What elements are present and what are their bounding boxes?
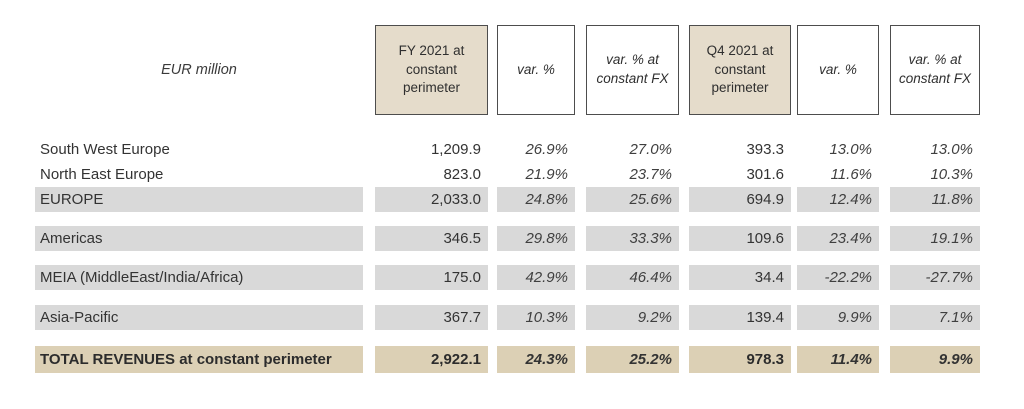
cell-fy-var-pct-fx: 25.2% [586, 346, 679, 373]
cell-q4-var-pct-fx: 13.0% [930, 141, 973, 158]
cell-fy-revenue: 175.0 [375, 265, 488, 290]
row-label: Americas [35, 226, 363, 251]
cell-q4-var-pct: 13.0% [829, 141, 872, 158]
cell-fy-var-pct: 42.9% [497, 265, 575, 290]
cell-fy-var-pct-fx: 46.4% [586, 265, 679, 290]
cell-q4-var-pct-fx: 7.1% [890, 305, 980, 330]
cell-q4-var-pct: 11.6% [830, 166, 872, 183]
cell-fy-revenue: 367.7 [375, 305, 488, 330]
table-row-total-revenues: TOTAL REVENUES at constant perimeter 2,9… [35, 346, 1024, 373]
column-header-q4-2021-constant-perimeter: Q4 2021 at constant perimeter [689, 25, 791, 115]
cell-fy-revenue: 823.0 [443, 166, 481, 183]
row-label: EUROPE [35, 187, 363, 212]
cell-fy-var-pct: 29.8% [497, 226, 575, 251]
table-row-europe-subtotal: EUROPE 2,033.0 24.8% 25.6% 694.9 12.4% 1… [35, 187, 1024, 212]
cell-q4-var-pct-fx: 10.3% [930, 166, 973, 183]
column-header-fy-2021-constant-perimeter: FY 2021 at constant perimeter [375, 25, 488, 115]
cell-q4-revenue: 34.4 [689, 265, 791, 290]
cell-q4-var-pct-fx: -27.7% [890, 265, 980, 290]
cell-q4-var-pct-fx: 19.1% [890, 226, 980, 251]
cell-fy-var-pct: 26.9% [525, 141, 568, 158]
cell-fy-var-pct-fx: 25.6% [586, 187, 679, 212]
cell-q4-var-pct: 11.4% [797, 346, 879, 373]
cell-fy-var-pct: 24.8% [497, 187, 575, 212]
cell-fy-revenue: 346.5 [375, 226, 488, 251]
cell-q4-var-pct: -22.2% [797, 265, 879, 290]
cell-fy-revenue: 1,209.9 [430, 141, 481, 158]
table-header-row: EUR million FY 2021 at constant perimete… [35, 25, 1024, 115]
cell-fy-revenue: 2,033.0 [375, 187, 488, 212]
table-row-south-west-europe: South West Europe 1,209.9 26.9% 27.0% 39… [35, 137, 1024, 162]
cell-fy-var-pct: 24.3% [497, 346, 575, 373]
cell-q4-revenue: 393.3 [746, 141, 784, 158]
cell-fy-var-pct: 21.9% [525, 166, 568, 183]
cell-q4-revenue: 301.6 [746, 166, 784, 183]
column-header-fy-var-pct-constant-fx: var. % at constant FX [586, 25, 679, 115]
column-header-fy-var-pct: var. % [497, 25, 575, 115]
table-row-americas: Americas 346.5 29.8% 33.3% 109.6 23.4% 1… [35, 226, 1024, 251]
cell-fy-var-pct: 10.3% [497, 305, 575, 330]
row-label: Asia-Pacific [35, 305, 363, 330]
cell-q4-revenue: 109.6 [689, 226, 791, 251]
cell-q4-revenue: 978.3 [689, 346, 791, 373]
cell-fy-revenue: 2,922.1 [375, 346, 488, 373]
row-label: TOTAL REVENUES at constant perimeter [35, 346, 363, 373]
cell-fy-var-pct-fx: 33.3% [586, 226, 679, 251]
table-row-meia: MEIA (MiddleEast/India/Africa) 175.0 42.… [35, 265, 1024, 290]
unit-label: EUR million [161, 62, 237, 78]
cell-fy-var-pct-fx: 27.0% [629, 141, 672, 158]
cell-q4-var-pct: 23.4% [797, 226, 879, 251]
cell-fy-var-pct-fx: 23.7% [629, 166, 672, 183]
column-header-q4-var-pct-constant-fx: var. % at constant FX [890, 25, 980, 115]
cell-q4-var-pct-fx: 9.9% [890, 346, 980, 373]
cell-q4-var-pct-fx: 11.8% [890, 187, 980, 212]
row-label: MEIA (MiddleEast/India/Africa) [35, 265, 363, 290]
row-label: South West Europe [40, 141, 170, 158]
cell-q4-revenue: 139.4 [689, 305, 791, 330]
row-label: North East Europe [40, 166, 164, 183]
table-row-asia-pacific: Asia-Pacific 367.7 10.3% 9.2% 139.4 9.9%… [35, 305, 1024, 330]
column-header-q4-var-pct: var. % [797, 25, 879, 115]
table-row-north-east-europe: North East Europe 823.0 21.9% 23.7% 301.… [35, 162, 1024, 187]
cell-fy-var-pct-fx: 9.2% [586, 305, 679, 330]
cell-q4-var-pct: 12.4% [797, 187, 879, 212]
revenue-by-region-table: EUR million FY 2021 at constant perimete… [35, 25, 1024, 373]
cell-q4-var-pct: 9.9% [797, 305, 879, 330]
cell-q4-revenue: 694.9 [689, 187, 791, 212]
